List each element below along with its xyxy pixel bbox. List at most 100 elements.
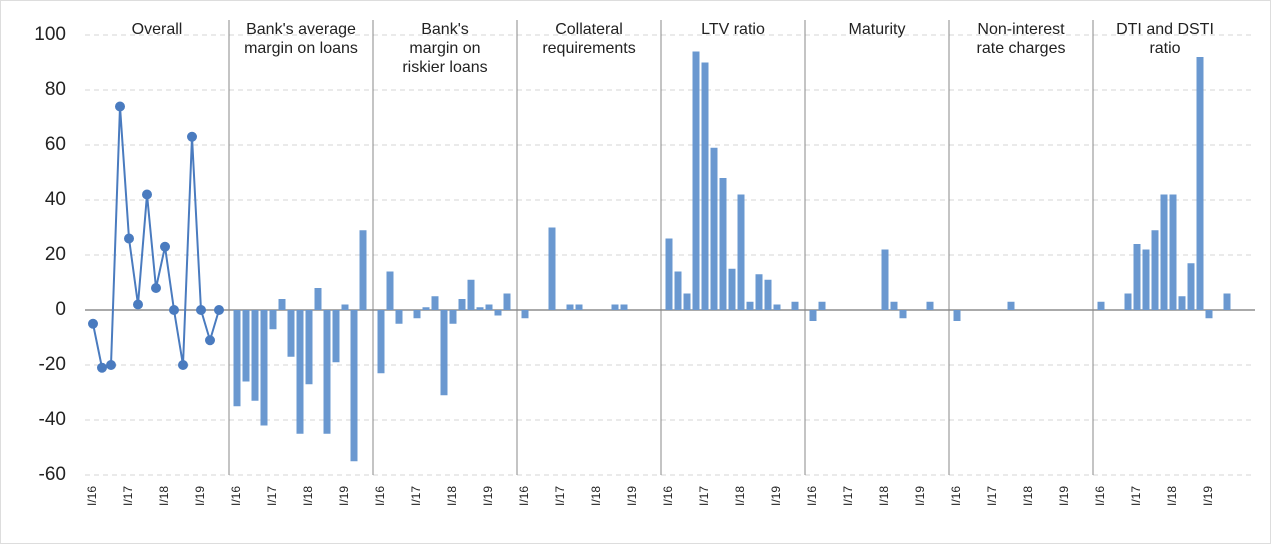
bar (332, 310, 340, 363)
bar (719, 178, 727, 310)
y-tick-label: 80 (45, 79, 66, 100)
x-tick-label: I/17 (841, 486, 855, 506)
bar (899, 310, 907, 319)
x-tick-label: I/16 (805, 486, 819, 506)
bar (305, 310, 313, 385)
bar (953, 310, 961, 321)
x-tick-label: I/17 (697, 486, 711, 506)
bar (728, 268, 736, 310)
x-tick-label: I/19 (193, 486, 207, 506)
panel-title: Non-interest (977, 21, 1065, 38)
x-tick-label: I/17 (409, 486, 423, 506)
y-tick-label: 0 (55, 299, 66, 320)
y-tick-label: -60 (39, 464, 66, 485)
x-tick-label: I/16 (949, 486, 963, 506)
x-tick-label: I/16 (517, 486, 531, 506)
bar (467, 279, 475, 310)
point (178, 360, 188, 370)
panel-title: ratio (1149, 40, 1180, 57)
bar (287, 310, 295, 357)
panel-title: Overall (132, 21, 183, 38)
bar (476, 307, 484, 310)
x-tick-label: I/17 (553, 486, 567, 506)
bar (1223, 293, 1231, 310)
point (106, 360, 116, 370)
bar (395, 310, 403, 324)
bar (1151, 230, 1159, 310)
bar (485, 304, 493, 310)
point (205, 335, 215, 346)
bar (818, 301, 826, 310)
panel-title: riskier loans (402, 59, 487, 76)
bar (881, 249, 889, 310)
point (196, 305, 206, 315)
x-tick-label: I/18 (1021, 486, 1035, 506)
bar (431, 296, 439, 310)
bar (746, 301, 754, 310)
point (88, 318, 98, 329)
bar (233, 310, 241, 407)
x-tick-label: I/19 (913, 486, 927, 506)
bar (314, 288, 322, 310)
point (214, 305, 224, 315)
y-tick-label: 40 (45, 189, 66, 210)
x-tick-label: I/17 (985, 486, 999, 506)
panel-title: margin on (409, 40, 480, 57)
bar (503, 293, 511, 310)
bar (1007, 301, 1015, 310)
bar (566, 304, 574, 310)
point (115, 101, 125, 112)
point (169, 305, 179, 315)
bar (260, 310, 268, 426)
bar (1187, 263, 1195, 310)
x-tick-label: I/19 (1201, 486, 1215, 506)
bar (692, 51, 700, 310)
panel-title: requirements (542, 40, 635, 57)
bar (791, 301, 799, 310)
bar (1205, 310, 1213, 319)
bar (575, 304, 583, 310)
point (142, 189, 152, 200)
bar (890, 301, 898, 310)
x-tick-label: I/19 (1057, 486, 1071, 506)
bar (773, 304, 781, 310)
x-tick-label: I/19 (625, 486, 639, 506)
bar (1097, 301, 1105, 310)
x-tick-label: I/16 (1093, 486, 1107, 506)
bar (377, 310, 385, 374)
x-tick-label: I/19 (769, 486, 783, 506)
bar (449, 310, 457, 324)
bar (665, 238, 673, 310)
bar (359, 230, 367, 310)
bar (1160, 194, 1168, 310)
bar (1133, 244, 1141, 310)
x-tick-label: I/18 (877, 486, 891, 506)
bar (755, 274, 763, 310)
panel-title: Collateral (555, 21, 623, 38)
bar (926, 301, 934, 310)
bar (611, 304, 619, 310)
bar (710, 147, 718, 310)
y-tick-label: 100 (34, 24, 66, 45)
bar (1169, 194, 1177, 310)
x-tick-label: I/16 (661, 486, 675, 506)
bar (422, 307, 430, 310)
x-tick-label: I/16 (229, 486, 243, 506)
point (124, 233, 134, 244)
bar (683, 293, 691, 310)
bar (1196, 57, 1204, 310)
x-tick-label: I/17 (265, 486, 279, 506)
bar (242, 310, 250, 382)
y-tick-label: -40 (39, 409, 66, 430)
bar (701, 62, 709, 310)
bar (386, 271, 394, 310)
bar (1124, 293, 1132, 310)
y-tick-label: 20 (45, 244, 66, 265)
bar (251, 310, 259, 401)
bar (674, 271, 682, 310)
x-tick-label: I/19 (481, 486, 495, 506)
panel-title: rate charges (977, 40, 1066, 57)
bar (548, 227, 556, 310)
panel-title: margin on loans (244, 40, 358, 57)
